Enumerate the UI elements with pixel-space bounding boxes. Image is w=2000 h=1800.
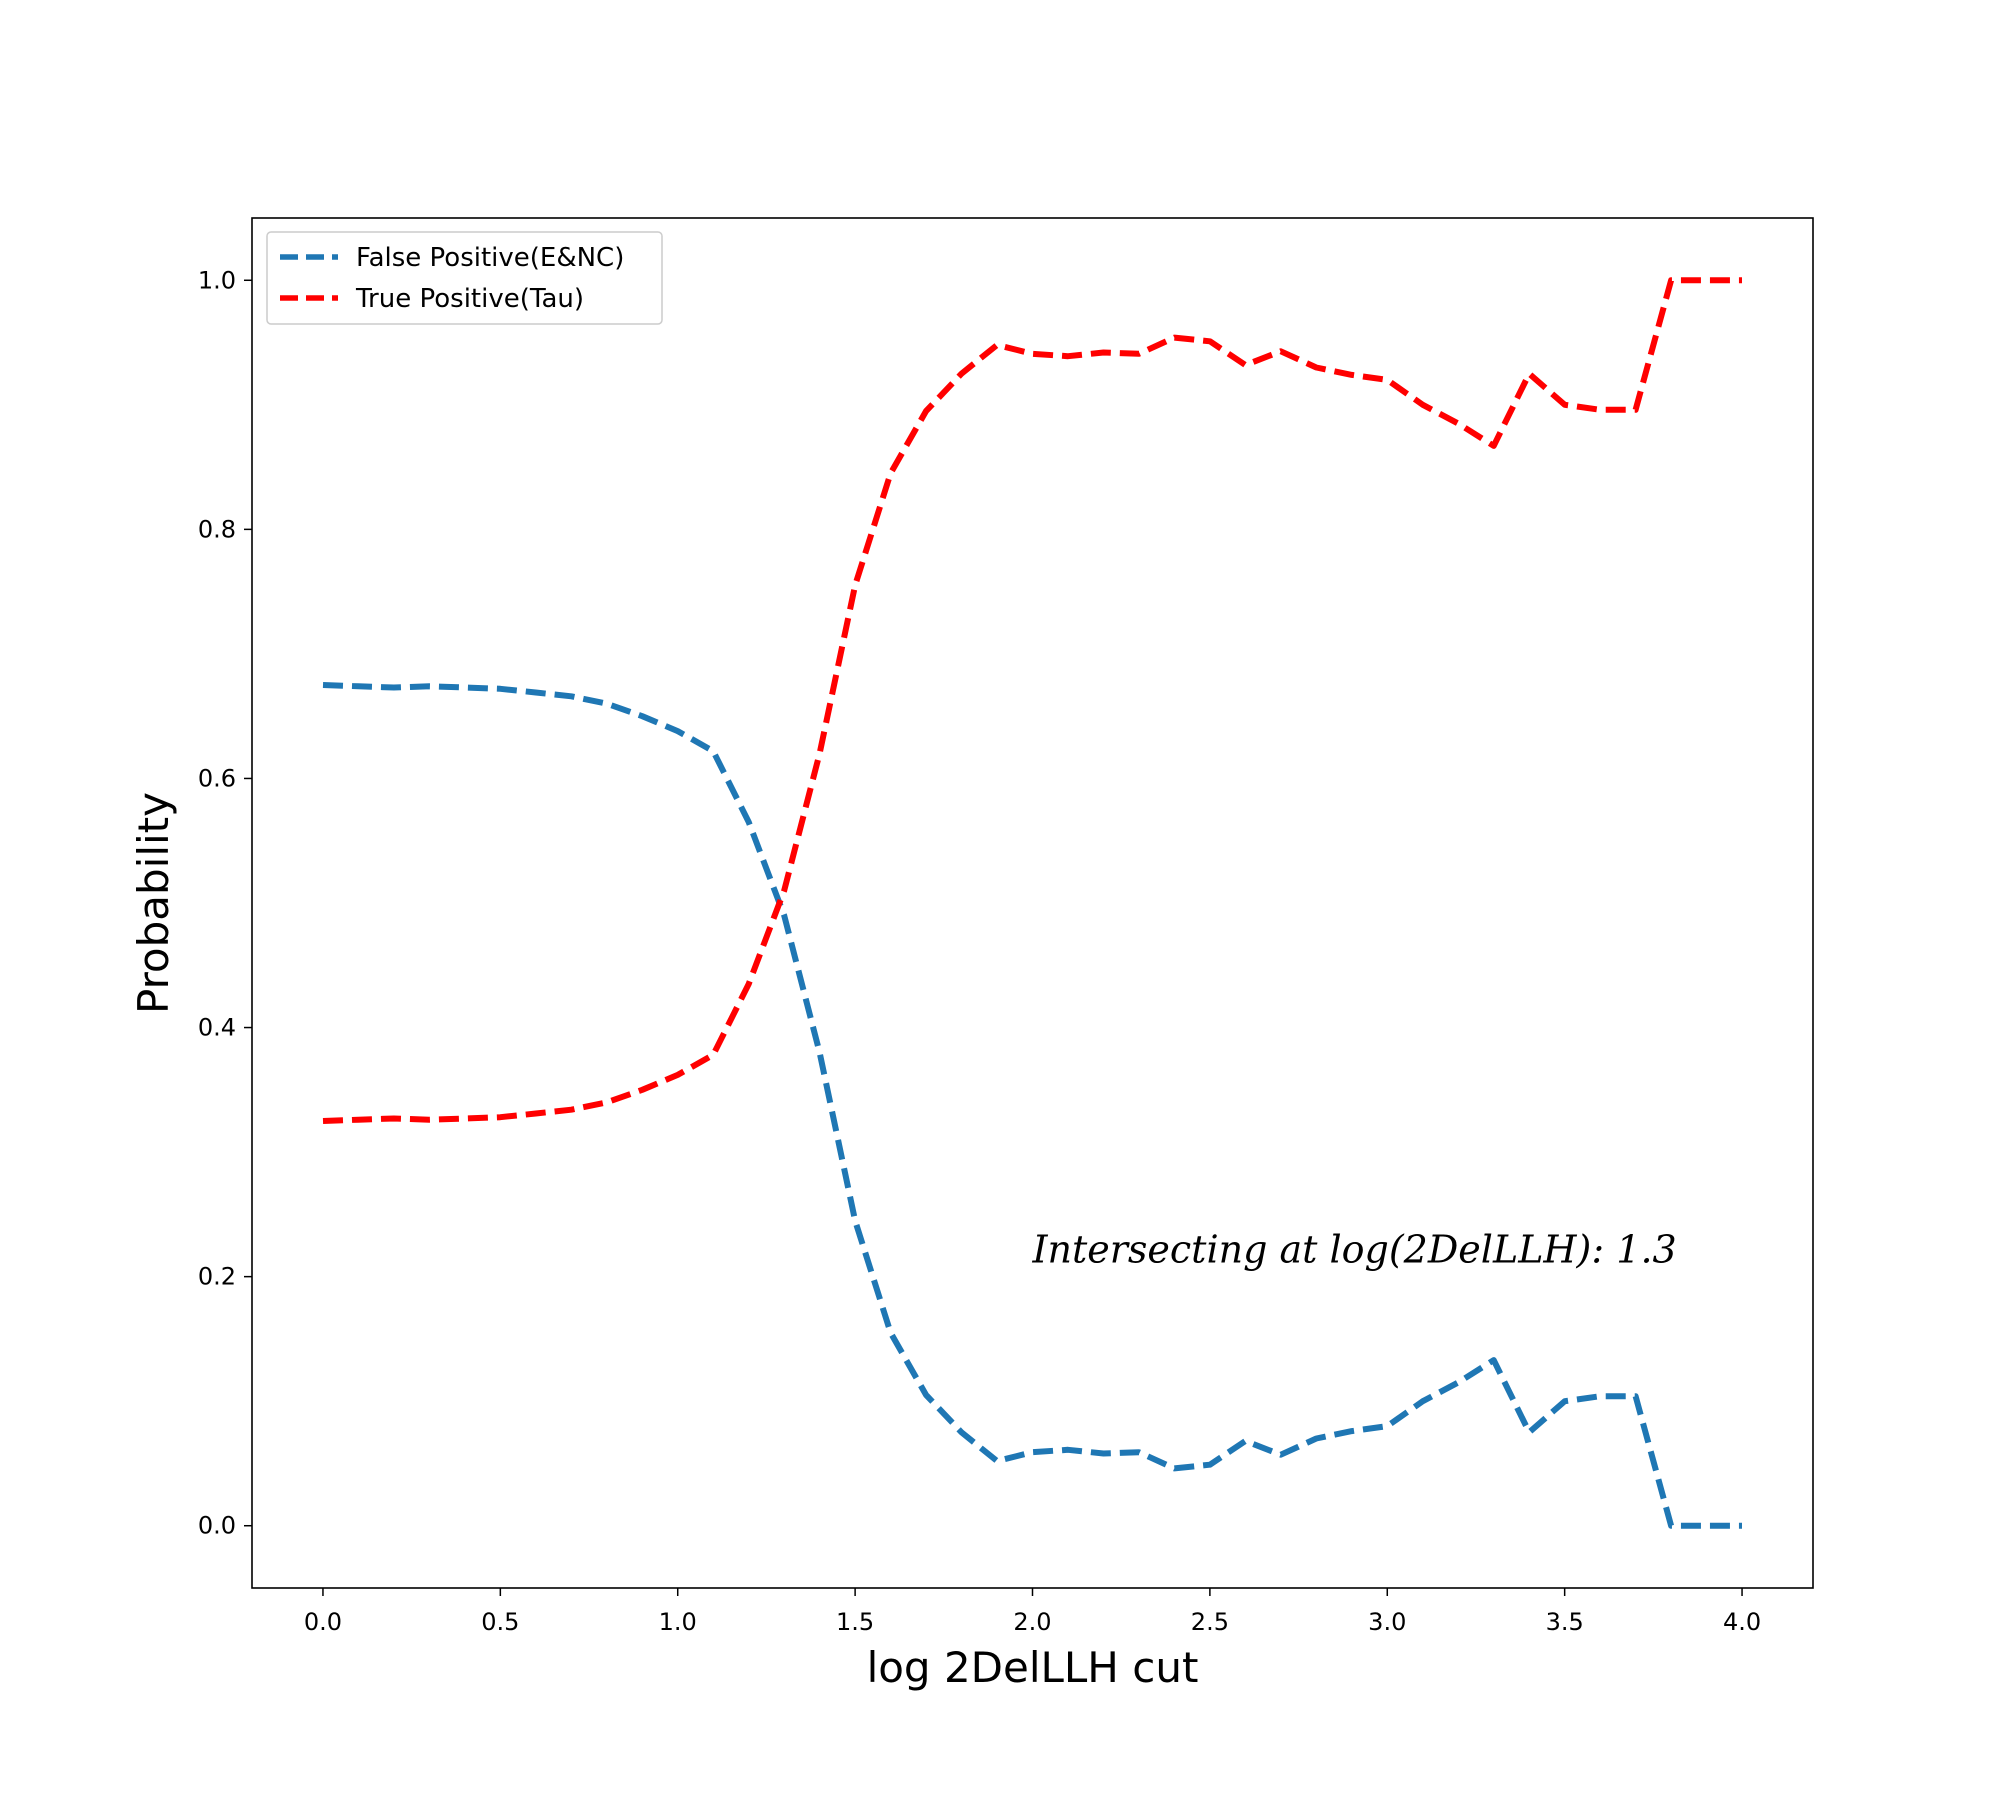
x-tick-label: 0.0 bbox=[304, 1608, 342, 1636]
y-tick-label: 0.2 bbox=[198, 1263, 236, 1291]
legend-label-true-positive: True Positive(Tau) bbox=[355, 284, 584, 314]
x-tick-label: 1.5 bbox=[836, 1608, 874, 1636]
legend-box bbox=[266, 231, 663, 325]
x-tick-label: 1.0 bbox=[659, 1608, 697, 1636]
y-tick-label: 0.0 bbox=[198, 1512, 236, 1540]
series-line-false-positive bbox=[322, 682, 1742, 1529]
x-tick-label: 0.5 bbox=[481, 1608, 519, 1636]
y-axis: 0.0 0.2 0.4 0.6 0.8 1.0 bbox=[198, 266, 252, 1540]
x-tick-label: 3.5 bbox=[1546, 1608, 1584, 1636]
y-tick-label: 1.0 bbox=[198, 266, 236, 294]
x-tick-label: 3.0 bbox=[1368, 1608, 1406, 1636]
series-line-true-positive bbox=[322, 277, 1742, 1124]
legend-label-false-positive: False Positive(E&NC) bbox=[356, 243, 624, 273]
x-tick-label: 2.5 bbox=[1191, 1608, 1229, 1636]
y-tick-label: 0.4 bbox=[198, 1014, 236, 1042]
series-layer bbox=[322, 277, 1742, 1529]
x-tick-label: 4.0 bbox=[1723, 1608, 1761, 1636]
legend: False Positive(E&NC) True Positive(Tau) bbox=[266, 231, 663, 325]
y-tick-label: 0.8 bbox=[198, 515, 236, 543]
y-tick-label: 0.6 bbox=[198, 764, 236, 792]
x-axis: 0.0 0.5 1.0 1.5 2.0 2.5 3.0 3.5 4.0 bbox=[304, 1588, 1761, 1636]
intersection-annotation: Intersecting at log(2DelLLH): 1.3 bbox=[1032, 1228, 1677, 1272]
x-axis-label: log 2DelLLH cut bbox=[867, 1643, 1199, 1692]
y-axis-label: Probability bbox=[129, 792, 178, 1014]
x-tick-label: 2.0 bbox=[1013, 1608, 1051, 1636]
